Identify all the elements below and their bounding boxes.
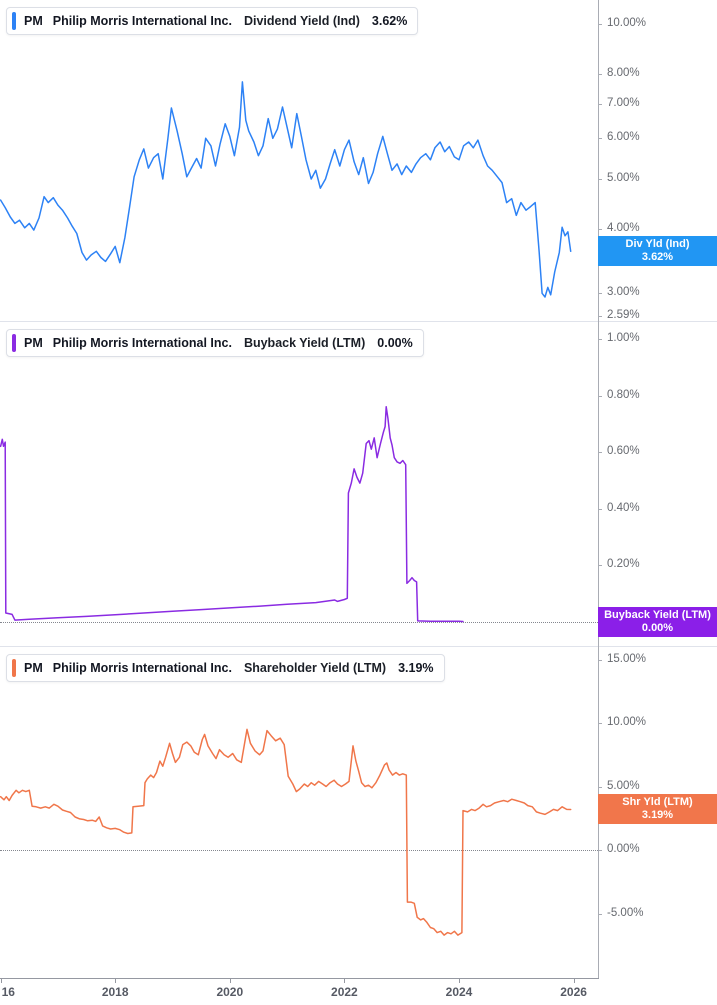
company-name: Philip Morris International Inc. — [52, 336, 232, 350]
axis-tick-mark — [598, 508, 602, 510]
indicator-value: 0.00% — [377, 336, 413, 350]
axis-tick-label: 4.00% — [607, 221, 640, 234]
axis-tick-label: 7.00% — [607, 96, 640, 109]
price-axis-line[interactable] — [598, 0, 599, 978]
year-tick-mark — [459, 979, 460, 983]
axis-tick-label: 0.80% — [607, 388, 640, 401]
axis-tick-mark — [598, 179, 602, 181]
badge-value: 3.19% — [641, 809, 674, 822]
legend-buyback-yield[interactable]: PM Philip Morris International Inc. Buyb… — [6, 329, 424, 357]
axis-tick-mark — [598, 138, 602, 140]
year-label: 2026 — [560, 985, 587, 999]
year-label: 2020 — [216, 985, 244, 999]
axis-tick-mark — [598, 452, 602, 453]
axis-tick-label: 10.00% — [607, 17, 647, 29]
axis-tick-mark — [598, 395, 602, 397]
time-axis-line — [0, 978, 599, 979]
axis-tick-mark — [598, 228, 602, 230]
ticker-symbol: PM — [24, 14, 43, 28]
axis-tick-mark — [598, 293, 602, 295]
buyback-yield-plot[interactable] — [0, 322, 598, 647]
year-label: 2024 — [445, 985, 473, 999]
indicator-value: 3.62% — [371, 14, 408, 28]
legend-dividend-yield[interactable]: PM Philip Morris International Inc. Divi… — [6, 7, 419, 35]
axis-tick-label: 2.59% — [607, 309, 640, 321]
year-label: 2022 — [331, 985, 358, 999]
axis-tick-mark — [598, 103, 602, 105]
badge-label: Buyback Yield (LTM) — [604, 608, 711, 621]
time-axis[interactable]: 16 2018 2020 2022 2024 2026 — [0, 978, 717, 1005]
ticker-symbol: PM — [24, 661, 43, 675]
axis-tick-label: 1.00% — [607, 332, 640, 344]
year-tick-mark — [229, 979, 231, 983]
company-name: Philip Morris International Inc. — [52, 661, 232, 675]
axis-tick-mark — [598, 565, 602, 566]
zero-gridline — [0, 621, 598, 623]
series-color-bar — [12, 12, 16, 30]
badge-label: Div Yld (Ind) — [625, 238, 690, 251]
axis-tick-mark — [598, 913, 602, 915]
axis-tick-mark — [598, 24, 602, 25]
series-line — [0, 406, 464, 623]
indicator-value: 3.19% — [398, 661, 434, 675]
indicator-name: Buyback Yield (LTM) — [243, 336, 366, 350]
badge-label: Shr Yld (LTM) — [622, 796, 693, 809]
axis-tick-label: 10.00% — [607, 716, 647, 728]
axis-tick-mark — [598, 339, 602, 340]
series-line — [0, 81, 572, 298]
year-tick-mark — [344, 979, 346, 983]
panel-shareholder-yield: PM Philip Morris International Inc. Shar… — [0, 647, 717, 978]
year-tick-mark — [115, 979, 117, 983]
axis-tick-label: 0.20% — [607, 558, 640, 570]
axis-tick-label: 5.00% — [607, 172, 640, 185]
panel-buyback-yield: PM Philip Morris International Inc. Buyb… — [0, 322, 717, 647]
axis-tick-mark — [598, 850, 602, 851]
ticker-symbol: PM — [24, 336, 43, 350]
axis-tick-label: -5.00% — [607, 906, 644, 919]
dividend-yield-plot[interactable] — [0, 0, 598, 322]
axis-tick-label: 0.60% — [607, 445, 640, 457]
indicator-name: Shareholder Yield (LTM) — [243, 661, 387, 675]
badge-value: 3.62% — [641, 251, 674, 264]
series-line — [0, 728, 572, 936]
panel-dividend-yield: PM Philip Morris International Inc. Divi… — [0, 0, 717, 322]
year-tick-mark — [573, 979, 575, 983]
zero-gridline — [0, 850, 598, 851]
indicator-name: Dividend Yield (Ind) — [243, 14, 360, 28]
axis-tick-mark — [598, 316, 602, 317]
legend-shareholder-yield[interactable]: PM Philip Morris International Inc. Shar… — [6, 654, 445, 682]
axis-tick-label: 3.00% — [607, 286, 640, 299]
price-badge-buyback-yield: Buyback Yield (LTM) 0.00% — [598, 606, 717, 637]
axis-tick-mark — [598, 723, 602, 724]
axis-tick-mark — [598, 659, 602, 661]
axis-tick-label: 0.00% — [607, 843, 640, 855]
series-color-bar — [12, 659, 16, 677]
badge-value: 0.00% — [641, 621, 674, 634]
price-badge-dividend-yield: Div Yld (Ind) 3.62% — [598, 236, 717, 267]
year-tick-mark — [0, 979, 2, 983]
price-badge-shareholder-yield: Shr Yld (LTM) 3.19% — [598, 794, 717, 825]
series-color-bar — [12, 334, 16, 352]
year-label: 16 — [1, 985, 15, 999]
axis-tick-label: 5.00% — [607, 779, 640, 792]
axis-tick-label: 15.00% — [607, 652, 647, 665]
axis-tick-label: 0.40% — [607, 501, 640, 514]
axis-tick-mark — [598, 786, 602, 788]
axis-tick-label: 6.00% — [607, 131, 640, 144]
company-name: Philip Morris International Inc. — [52, 14, 232, 28]
shareholder-yield-plot[interactable] — [0, 647, 598, 978]
year-label: 2018 — [101, 985, 129, 999]
axis-tick-mark — [598, 73, 602, 75]
axis-tick-label: 8.00% — [607, 66, 640, 79]
